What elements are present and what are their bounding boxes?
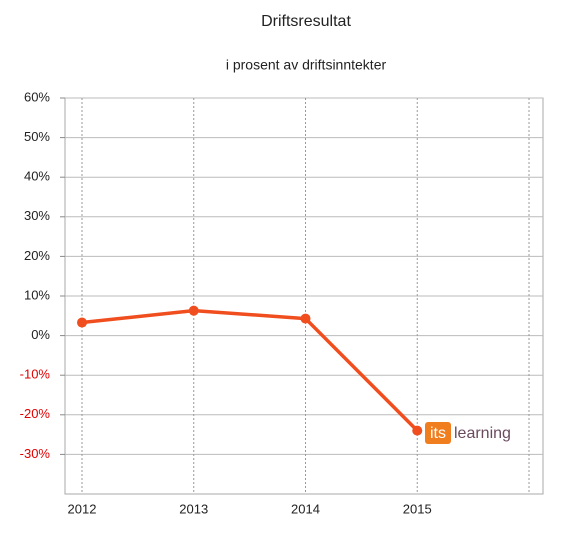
chart-subtitle: i prosent av driftsinntekter <box>226 57 387 73</box>
logo-text: learning <box>454 425 511 442</box>
x-tick-label: 2013 <box>179 501 208 516</box>
x-tick-label: 2014 <box>291 501 320 516</box>
logo-badge-text: its <box>430 425 446 442</box>
data-point <box>412 425 423 436</box>
data-point <box>77 317 87 328</box>
x-tick-label: 2012 <box>68 501 97 516</box>
y-tick-label: -30% <box>20 446 51 461</box>
y-tick-label: 30% <box>24 208 50 223</box>
y-tick-label: 0% <box>31 327 50 342</box>
data-point <box>188 305 199 316</box>
y-tick-label: -20% <box>20 406 51 421</box>
logo-badge <box>425 422 451 444</box>
y-tick-label: 60% <box>24 89 50 104</box>
chart-title: Driftsresultat <box>261 13 351 30</box>
x-tick-label: 2015 <box>403 501 432 516</box>
y-tick-label: -10% <box>20 367 51 382</box>
line-series <box>81 308 419 432</box>
data-point <box>300 313 311 324</box>
y-tick-label: 40% <box>24 169 50 184</box>
y-tick-label: 10% <box>24 287 50 302</box>
y-tick-label: 20% <box>24 248 50 263</box>
y-tick-label: 50% <box>24 129 50 144</box>
